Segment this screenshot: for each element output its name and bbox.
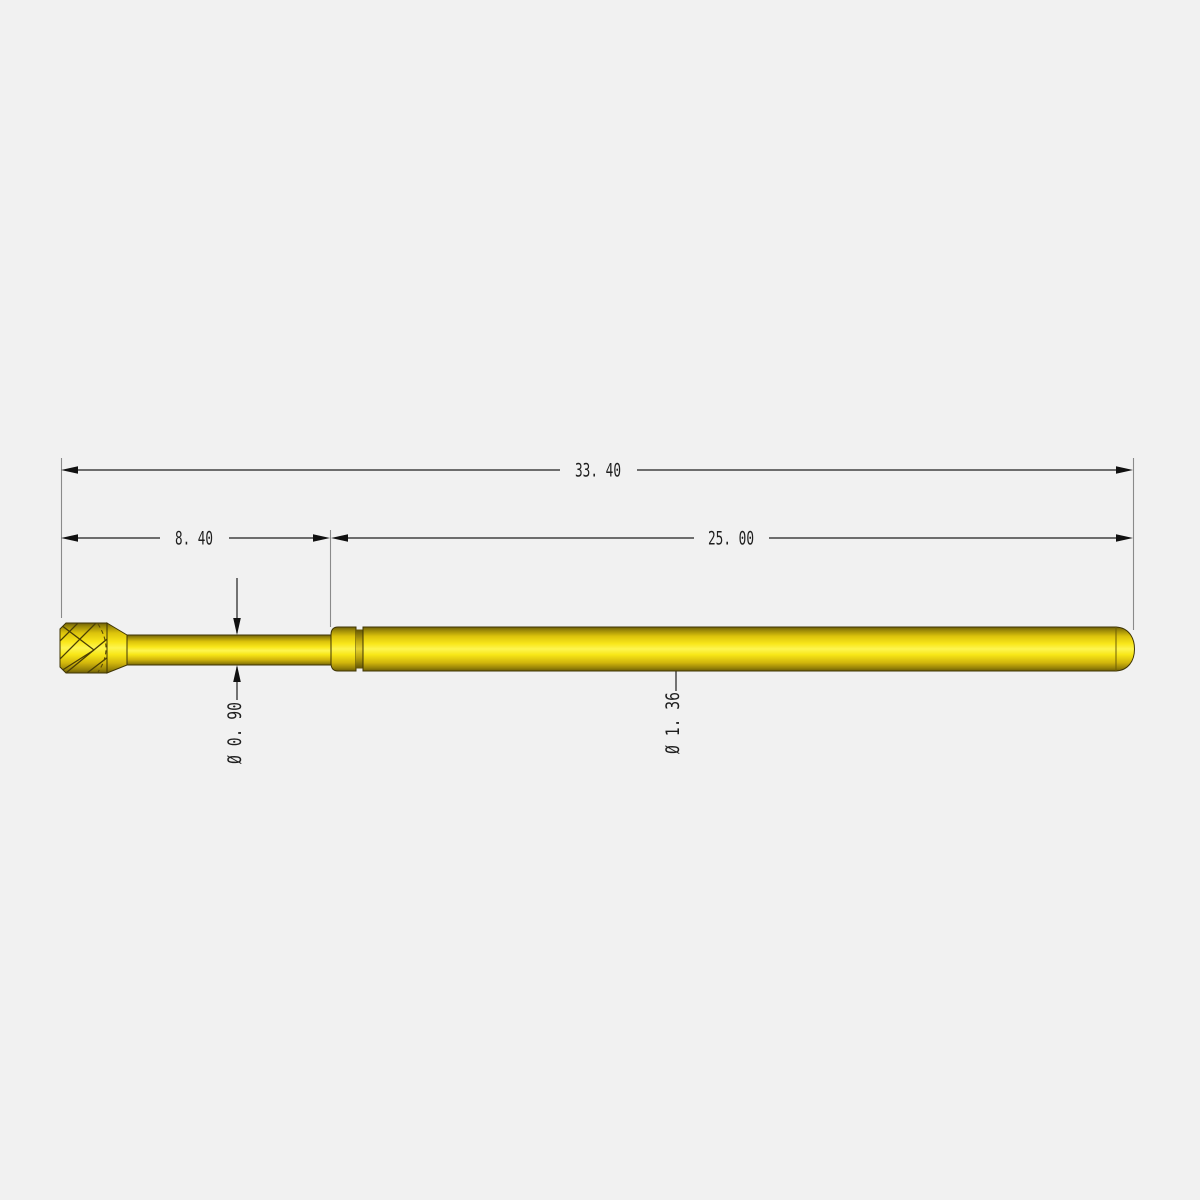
arrow-barrel-left [331, 534, 348, 542]
probe-barrel-lip [330, 626, 357, 672]
extension-lines [60, 458, 1135, 630]
probe-barrel-groove [356, 629, 363, 669]
hatch-line [69, 653, 107, 673]
hatch-line [60, 623, 103, 665]
arrow-barrel-right [1116, 534, 1133, 542]
arrow-plunger-dia-up [233, 665, 241, 682]
arrow-plunger-dia-down [233, 618, 241, 635]
arrow-plunger-right [313, 534, 330, 542]
chisel-facet-line-lower [60, 649, 95, 672]
arrow-plunger-left [61, 534, 78, 542]
dimension-barrel-diameter: Ø 1. 36 [662, 692, 684, 754]
probe-tip-cone [106, 622, 128, 674]
probe-body [59, 622, 1136, 674]
dimension-plunger-length: 8. 40 [175, 528, 213, 550]
dimension-plunger-diameter: Ø 0. 90 [224, 702, 246, 764]
dimension-barrel-length: 25. 00 [708, 528, 754, 550]
probe-plunger-shaft [123, 634, 337, 666]
probe-barrel [362, 626, 1117, 672]
arrow-overall-right [1116, 466, 1133, 474]
dimension-overall-length: 33. 40 [575, 460, 621, 482]
probe-tip-head [59, 622, 108, 674]
hatch-line [60, 634, 107, 673]
chisel-facet-line-upper [60, 624, 95, 651]
arrow-overall-left [61, 466, 78, 474]
tip-hatch-pattern [60, 623, 107, 673]
probe-end-cap [1115, 626, 1136, 672]
